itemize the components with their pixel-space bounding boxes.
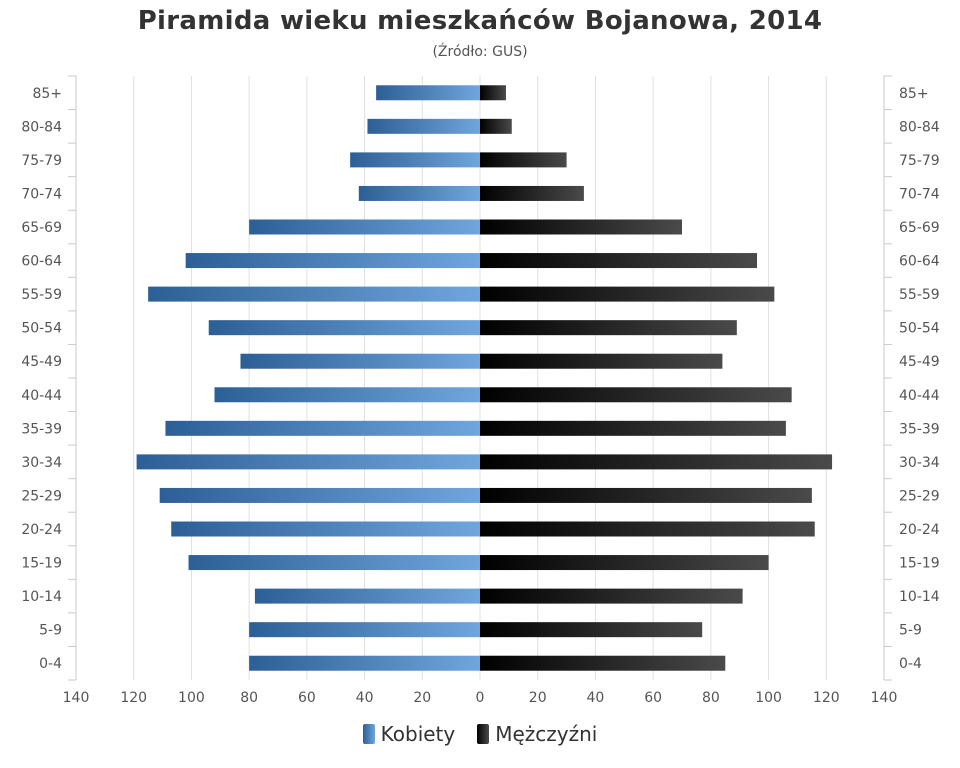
chart-title: Piramida wieku mieszkańców Bojanowa, 201… [137, 6, 823, 36]
bar-women [185, 253, 480, 269]
bar-women [358, 185, 480, 201]
bar-women [350, 152, 480, 168]
age-group-label-right: 45-49 [899, 354, 940, 370]
bar-women [240, 353, 480, 369]
bar-women [188, 555, 481, 571]
x-tick-label: 80 [240, 690, 258, 706]
age-group-label-left: 10-14 [21, 589, 62, 605]
age-group-label-left: 75-79 [21, 153, 62, 169]
bar-women [214, 387, 480, 403]
age-group-label-left: 85+ [32, 86, 62, 102]
age-group-label-right: 60-64 [899, 254, 940, 270]
age-group-label-right: 80-84 [899, 119, 940, 135]
bar-women [159, 487, 480, 503]
chart-legend: Kobiety Mężczyźni [0, 722, 960, 746]
x-tick-label: 100 [755, 690, 782, 706]
bar-men [480, 286, 775, 302]
age-group-label-right: 55-59 [899, 287, 940, 303]
bar-men [480, 219, 682, 235]
age-group-label-right: 65-69 [899, 220, 940, 236]
age-group-label-right: 85+ [899, 86, 929, 102]
bar-men [480, 622, 703, 638]
chart-subtitle: (Źródło: GUS) [432, 44, 528, 60]
age-group-label-right: 15-19 [899, 556, 940, 572]
age-group-label-left: 65-69 [21, 220, 62, 236]
x-tick-label: 20 [529, 690, 547, 706]
bar-women [249, 219, 480, 235]
bar-women [249, 622, 480, 638]
bar-women [165, 420, 480, 436]
bar-men [480, 253, 758, 269]
bar-men [480, 454, 833, 470]
age-group-label-left: 5-9 [39, 623, 62, 639]
bar-men [480, 555, 769, 571]
age-group-label-left: 40-44 [21, 388, 62, 404]
age-group-label-left: 25-29 [21, 488, 62, 504]
bar-women [367, 118, 480, 134]
bar-men [480, 521, 815, 537]
bar-men [480, 118, 512, 134]
age-group-label-right: 0-4 [899, 656, 922, 672]
bar-women [148, 286, 480, 302]
bar-women [249, 655, 480, 671]
age-group-label-left: 15-19 [21, 556, 62, 572]
x-tick-label: 60 [298, 690, 316, 706]
bar-men [480, 655, 726, 671]
bar-men [480, 85, 506, 101]
x-tick-label: 140 [871, 690, 898, 706]
x-tick-label: 0 [476, 690, 485, 706]
age-group-label-right: 10-14 [899, 589, 940, 605]
bar-men [480, 185, 584, 201]
bar-women [254, 588, 480, 604]
legend-swatch-women [362, 724, 375, 744]
age-group-label-right: 70-74 [899, 186, 940, 202]
x-tick-label: 140 [63, 690, 90, 706]
legend-label-men: Mężczyźni [495, 722, 598, 746]
bar-women [376, 85, 480, 101]
age-group-label-right: 35-39 [899, 421, 940, 437]
x-tick-label: 60 [644, 690, 662, 706]
age-group-label-left: 60-64 [21, 254, 62, 270]
legend-item-men[interactable]: Mężczyźni [477, 722, 597, 746]
bar-men [480, 420, 786, 436]
age-group-label-right: 20-24 [899, 522, 940, 538]
age-group-label-left: 0-4 [39, 656, 62, 672]
x-tick-label: 120 [120, 690, 147, 706]
bar-men [480, 387, 792, 403]
age-group-label-left: 50-54 [21, 321, 62, 337]
x-tick-label: 80 [702, 690, 720, 706]
age-group-label-left: 45-49 [21, 354, 62, 370]
x-tick-label: 20 [413, 690, 431, 706]
age-group-label-right: 25-29 [899, 488, 940, 504]
bar-women [136, 454, 480, 470]
x-tick-label: 100 [178, 690, 205, 706]
bar-men [480, 320, 737, 336]
legend-item-women[interactable]: Kobiety [362, 722, 456, 746]
age-group-label-left: 70-74 [21, 186, 62, 202]
x-tick-label: 40 [356, 690, 374, 706]
x-tick-label: 120 [813, 690, 840, 706]
age-group-label-right: 30-34 [899, 455, 940, 471]
age-group-label-left: 35-39 [21, 421, 62, 437]
age-group-label-left: 20-24 [21, 522, 62, 538]
bar-men [480, 353, 723, 369]
bar-women [208, 320, 480, 336]
bar-men [480, 152, 567, 168]
legend-swatch-men [477, 724, 490, 744]
bar-men [480, 588, 743, 604]
age-group-label-right: 5-9 [899, 623, 922, 639]
bar-women [171, 521, 480, 537]
age-group-label-right: 75-79 [899, 153, 940, 169]
age-group-label-left: 80-84 [21, 119, 62, 135]
age-group-label-right: 40-44 [899, 388, 940, 404]
age-group-label-left: 30-34 [21, 455, 62, 471]
age-group-label-right: 50-54 [899, 321, 940, 337]
age-group-label-left: 55-59 [21, 287, 62, 303]
x-tick-label: 40 [587, 690, 605, 706]
bar-men [480, 487, 812, 503]
legend-label-women: Kobiety [380, 722, 456, 746]
